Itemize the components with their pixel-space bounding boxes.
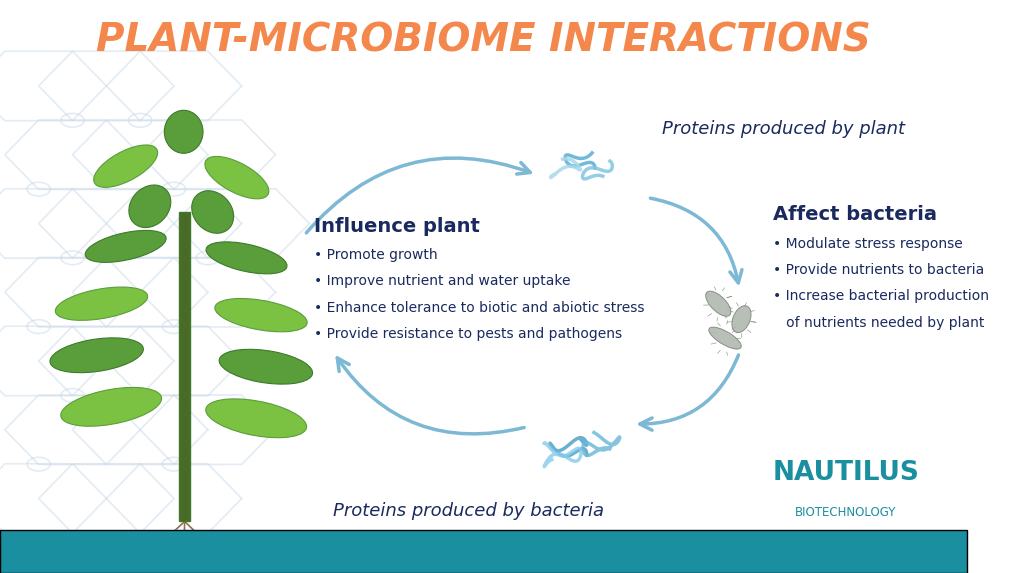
Circle shape bbox=[153, 566, 166, 573]
Ellipse shape bbox=[129, 185, 171, 227]
Text: • Improve nutrient and water uptake: • Improve nutrient and water uptake bbox=[314, 274, 570, 288]
Ellipse shape bbox=[85, 230, 166, 262]
Ellipse shape bbox=[93, 145, 158, 187]
Ellipse shape bbox=[205, 156, 269, 199]
Text: Proteins produced by bacteria: Proteins produced by bacteria bbox=[334, 502, 604, 520]
Text: • Provide resistance to pests and pathogens: • Provide resistance to pests and pathog… bbox=[314, 327, 623, 341]
Text: Proteins produced by plant: Proteins produced by plant bbox=[663, 120, 905, 138]
Ellipse shape bbox=[709, 327, 741, 349]
Text: NAUTILUS: NAUTILUS bbox=[772, 460, 920, 486]
Circle shape bbox=[118, 564, 133, 573]
Circle shape bbox=[131, 559, 148, 570]
Ellipse shape bbox=[206, 399, 306, 438]
Text: Influence plant: Influence plant bbox=[314, 217, 480, 236]
Circle shape bbox=[172, 552, 196, 566]
Text: PLANT-MICROBIOME INTERACTIONS: PLANT-MICROBIOME INTERACTIONS bbox=[96, 21, 870, 59]
Circle shape bbox=[218, 559, 236, 570]
Ellipse shape bbox=[732, 306, 751, 332]
Text: BIOTECHNOLOGY: BIOTECHNOLOGY bbox=[796, 507, 897, 519]
Text: Affect bacteria: Affect bacteria bbox=[773, 205, 937, 225]
Text: • Promote growth: • Promote growth bbox=[314, 248, 438, 262]
Text: • Modulate stress response: • Modulate stress response bbox=[773, 237, 964, 250]
Ellipse shape bbox=[55, 287, 147, 320]
Text: of nutrients needed by plant: of nutrients needed by plant bbox=[773, 316, 985, 329]
Circle shape bbox=[201, 566, 215, 573]
Ellipse shape bbox=[219, 350, 312, 384]
Circle shape bbox=[233, 564, 250, 573]
Ellipse shape bbox=[206, 242, 287, 274]
Ellipse shape bbox=[60, 387, 162, 426]
Text: • Increase bacterial production: • Increase bacterial production bbox=[773, 289, 989, 303]
Ellipse shape bbox=[215, 299, 307, 332]
Text: • Enhance tolerance to biotic and abiotic stress: • Enhance tolerance to biotic and abioti… bbox=[314, 301, 645, 315]
Polygon shape bbox=[179, 212, 190, 521]
Ellipse shape bbox=[191, 191, 233, 233]
Ellipse shape bbox=[164, 110, 203, 153]
Ellipse shape bbox=[706, 291, 731, 316]
Text: • Provide nutrients to bacteria: • Provide nutrients to bacteria bbox=[773, 263, 985, 277]
FancyBboxPatch shape bbox=[0, 530, 967, 573]
Ellipse shape bbox=[50, 338, 143, 372]
